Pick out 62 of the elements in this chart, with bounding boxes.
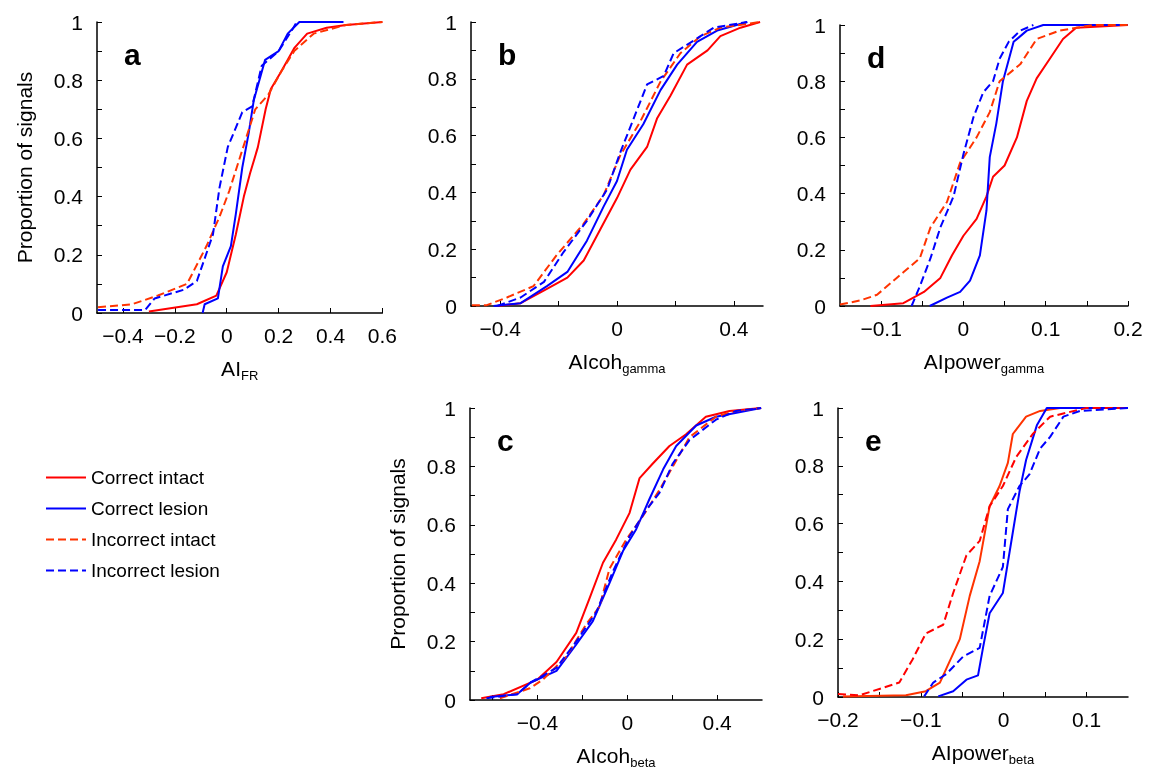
legend-label: Correct intact — [91, 467, 205, 488]
y-tick-label: 0.2 — [426, 630, 456, 654]
legend-label: Incorrect lesion — [91, 560, 220, 581]
x-tick-label: 0.2 — [264, 324, 294, 347]
y-tick-label: 1 — [814, 13, 826, 37]
x-tick-label: −0.4 — [516, 711, 559, 734]
y-tick-label: 0.2 — [53, 243, 83, 267]
x-tick-label: 0.1 — [1031, 317, 1061, 340]
legend-label: Incorrect intact — [91, 529, 217, 550]
y-tick-label: 0.6 — [794, 512, 824, 536]
x-tick-label: −0.1 — [900, 708, 942, 731]
y-tick-label: 0.4 — [794, 569, 825, 593]
y-tick-label: 0.8 — [427, 67, 457, 91]
x-tick-label: 0.2 — [1113, 317, 1143, 340]
x-tick-label: −0.4 — [102, 324, 144, 347]
x-tick-label: −0.2 — [817, 708, 859, 731]
y-tick-label: 1 — [812, 396, 824, 420]
y-tick-label: 1 — [444, 396, 456, 420]
y-tick-label: 0.4 — [53, 185, 84, 209]
y-tick-label: 1 — [445, 10, 457, 34]
y-tick-label: 0.4 — [427, 180, 458, 204]
y-tick-label: 0.8 — [794, 454, 824, 478]
y-axis-title: Proportion of signals — [13, 71, 36, 264]
y-tick-label: 0 — [445, 294, 457, 318]
y-axis-title: Proportion of signals — [386, 458, 409, 650]
x-tick-label: 0 — [621, 711, 634, 734]
x-tick-label: −0.2 — [154, 324, 196, 347]
y-tick-label: 0 — [444, 688, 456, 712]
y-tick-label: 0.2 — [427, 237, 457, 261]
x-tick-label: 0 — [611, 317, 623, 340]
y-tick-label: 1 — [71, 10, 83, 34]
x-tick-label: −0.1 — [860, 317, 902, 340]
y-tick-label: 0.6 — [427, 124, 457, 148]
y-tick-label: 0.8 — [53, 68, 83, 92]
y-tick-label: 0.2 — [794, 627, 824, 651]
y-tick-label: 0.8 — [796, 69, 826, 93]
y-tick-label: 0 — [71, 301, 83, 325]
text: b — [498, 37, 517, 71]
x-tick-label: 0.1 — [1071, 708, 1102, 731]
text: c — [497, 423, 514, 457]
y-tick-label: 0.6 — [53, 126, 83, 150]
y-tick-label: 0 — [814, 294, 826, 318]
text: d — [867, 40, 886, 74]
text: e — [865, 423, 882, 457]
x-tick-label: 0 — [220, 324, 233, 347]
x-tick-label: 0.4 — [315, 324, 346, 347]
line-series — [97, 21, 384, 309]
legend-label: Correct lesion — [91, 498, 209, 519]
x-tick-label: 0.4 — [719, 317, 749, 340]
y-tick-label: 0.6 — [796, 125, 826, 149]
y-tick-label: 0.4 — [796, 182, 827, 206]
text: a — [124, 37, 141, 71]
y-tick-label: 0.6 — [426, 513, 456, 537]
y-tick-label: 0.8 — [426, 454, 456, 478]
x-tick-label: 0 — [957, 317, 970, 340]
y-tick-label: 0 — [812, 685, 824, 709]
y-tick-label: 0.2 — [796, 238, 826, 262]
x-tick-label: 0.4 — [702, 711, 732, 734]
y-tick-label: 0.4 — [426, 571, 457, 595]
x-tick-label: 0 — [997, 708, 1010, 731]
x-tick-label: −0.4 — [479, 317, 522, 340]
x-tick-label: 0.6 — [367, 324, 398, 347]
